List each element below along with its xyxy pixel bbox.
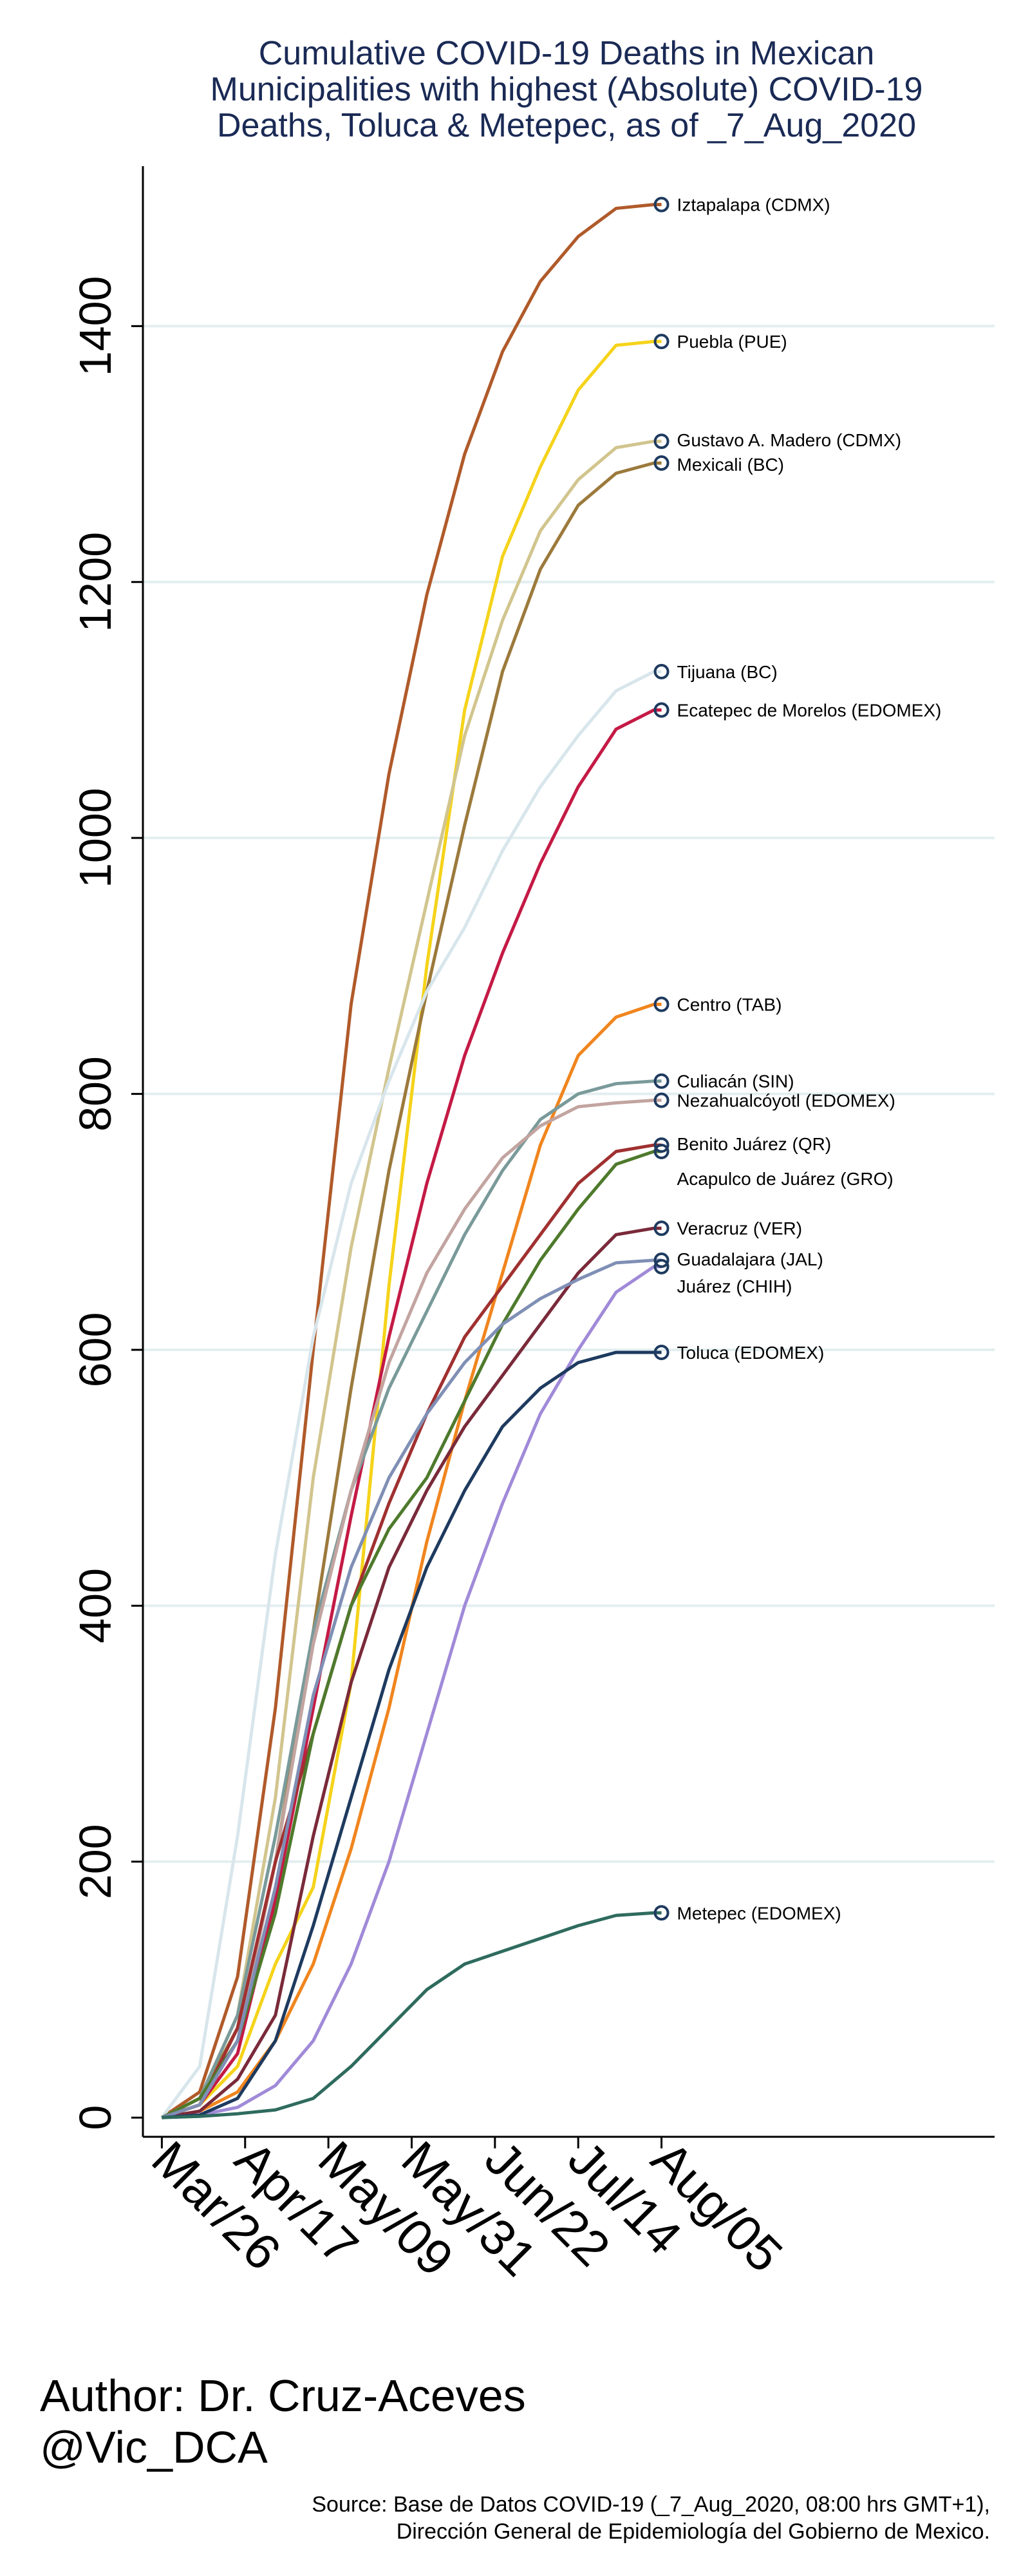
series-end-label: Benito Juárez (QR) <box>677 1134 832 1154</box>
series-end-marker <box>653 1252 670 1268</box>
title-line: Deaths, Toluca & Metepec, as of _7_Aug_2… <box>217 107 916 144</box>
series-line <box>160 670 662 2119</box>
series-line <box>161 1226 662 2119</box>
source-note: Source: Base de Datos COVID-19 (_7_Aug_2… <box>312 2491 990 2545</box>
series-line <box>162 1911 662 2119</box>
series-end-marker <box>653 1144 670 1159</box>
series-line <box>161 461 662 2119</box>
x-axis-ticks: Mar/26Apr/17May/09May/31Jun/22Jul/14Aug/… <box>141 2130 793 2287</box>
series-end-marker <box>653 1220 670 1236</box>
series-end-marker <box>653 1344 670 1360</box>
axes <box>142 166 995 2138</box>
series-end-marker <box>653 334 670 350</box>
series-line <box>161 1002 662 2119</box>
series-end-label: Centro (TAB) <box>677 994 782 1014</box>
series-end-marker <box>653 663 670 679</box>
series-end-marker <box>653 1905 670 1921</box>
author-handle: @Vic_DCA <box>40 2422 268 2472</box>
end-labels: Iztapalapa (CDMX) Puebla (PUE) Gustavo A. … <box>653 195 942 1923</box>
series-end-marker <box>653 1073 670 1089</box>
series-end-label: Culiacán (SIN) <box>677 1072 794 1092</box>
y-tick-label: 200 <box>70 1824 120 1899</box>
series-end-label: Puebla (PUE) <box>677 332 787 352</box>
series-line <box>161 708 662 2119</box>
series-lines <box>160 203 662 2119</box>
y-axis-ticks: 0 200 400 600 800 1000 1200 1400 <box>70 276 143 2130</box>
y-tick-label: 1400 <box>70 276 120 377</box>
series-end-marker <box>653 455 670 471</box>
series-end-label: Tijuana (BC) <box>677 662 778 682</box>
series-line <box>161 1150 662 2119</box>
y-tick-label: 600 <box>70 1312 120 1388</box>
series-end-marker <box>653 702 670 718</box>
series-line <box>162 1265 662 2119</box>
series-end-marker <box>653 1092 670 1108</box>
series-end-label: Toluca (EDOMEX) <box>677 1343 825 1363</box>
author-line: Author: Dr. Cruz-Aceves <box>40 2371 526 2421</box>
series-end-label: Mexicali (BC) <box>677 455 784 475</box>
series-line <box>161 1079 662 2119</box>
series-line <box>161 339 662 2119</box>
series-end-label: Ecatepec de Morelos (EDOMEX) <box>677 700 942 720</box>
series-line <box>161 439 662 2119</box>
series-end-label: Iztapalapa (CDMX) <box>677 195 830 215</box>
series-end-label: Metepec (EDOMEX) <box>677 1903 841 1923</box>
series-end-marker <box>653 1258 670 1274</box>
series-end-marker <box>653 196 670 213</box>
series-end-marker <box>653 433 670 450</box>
series-end-label: Guadalajara (JAL) <box>677 1249 823 1269</box>
series-end-marker <box>653 996 670 1012</box>
series-end-label: Acapulco de Juárez (GRO) <box>677 1169 894 1189</box>
y-tick-label: 800 <box>70 1056 120 1132</box>
series-end-label: Veracruz (VER) <box>677 1218 803 1238</box>
source-line-1: Source: Base de Datos COVID-19 (_7_Aug_2… <box>312 2492 990 2517</box>
series-line <box>161 1099 662 2119</box>
y-tick-label: 1200 <box>70 532 120 632</box>
series-end-label: Gustavo A. Madero (CDMX) <box>677 430 902 450</box>
title-line: Cumulative COVID-19 Deaths in Mexican <box>259 35 875 72</box>
series-end-label: Juárez (CHIH) <box>677 1276 792 1296</box>
series-end-marker <box>653 1137 670 1153</box>
y-tick-label: 400 <box>70 1568 120 1643</box>
y-tick-label: 1000 <box>70 788 120 888</box>
y-tick-label: 0 <box>70 2105 120 2130</box>
source-line-2: Dirección General de Epidemiología del G… <box>396 2519 990 2544</box>
series-line <box>161 203 662 2119</box>
series-end-label: Nezahualcóyotl (EDOMEX) <box>677 1091 895 1111</box>
series-line <box>161 1258 662 2119</box>
title-line: Municipalities with highest (Absolute) C… <box>211 71 923 108</box>
series-line <box>162 1350 662 2119</box>
chart-title: Cumulative COVID-19 Deaths in MexicanMun… <box>211 35 923 144</box>
